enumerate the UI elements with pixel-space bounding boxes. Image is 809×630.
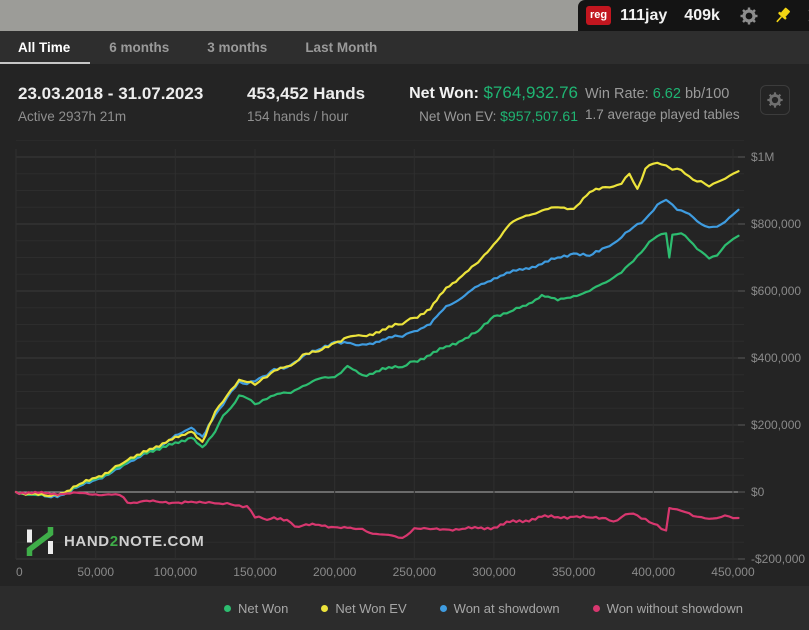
series-line-net-won [14,232,740,498]
date-range: 23.03.2018 - 31.07.2023 [18,84,204,103]
tab-6-months[interactable]: 6 months [109,40,170,55]
win-rate-unit: bb/100 [684,86,730,102]
hands-total: 453,452 Hands [247,84,366,103]
hand2note-mark [26,527,54,556]
winnings-graph[interactable]: $1M $800,000 $600,000 $400,000 $200,000 $0 -$2… [0,140,809,586]
legend-label: Won without showdown [606,600,743,616]
hand2note-logo: HAND2NOTE.COM [25,526,204,557]
y-axis-label: -$200,000 [751,552,805,566]
y-axis-label: $1M [751,150,774,164]
legend-dot [439,604,447,612]
x-axis-label: 150,000 [233,565,277,579]
chart-legend: Net Won Net Won EV Won at showdown Won with… [0,586,809,630]
series-line-net-won-ev [14,161,740,498]
tab-last-month[interactable]: Last Month [305,40,378,55]
x-axis-label: 450,000 [711,565,755,579]
y-axis-label: $600,000 [751,284,801,298]
x-axis-label: 250,000 [393,565,437,579]
net-won-label: Net Won: [409,85,479,102]
legend-item-won-without-showdown[interactable]: Won without showdown [592,600,743,616]
tab-all-time[interactable]: All Time [0,31,91,64]
legend-dot [592,604,600,612]
period-tabbar: All Time 6 months 3 months Last Month [0,31,809,64]
gear-icon[interactable] [739,6,759,26]
legend-item-won-at-showdown[interactable]: Won at showdown [439,600,560,616]
net-won-ev-value: $957,507.61 [500,108,578,124]
stats-popup-window: All Time 6 months 3 months Last Month 23.03… [0,31,809,630]
legend-dot [321,604,329,612]
win-rate-value: 6.62 [652,86,681,102]
win-rate-label: Win Rate: [585,86,649,102]
series-line-won-at-showdown [14,198,740,499]
stats-header: 23.03.2018 - 31.07.2023 Active 2937h 21m… [0,64,809,140]
legend-item-net-won-ev[interactable]: Net Won EV [321,600,407,616]
pin-icon[interactable] [773,6,793,26]
x-axis-label: 50,000 [77,565,114,579]
x-axis-label: 350,000 [552,565,596,579]
y-axis-label: $800,000 [751,217,801,231]
net-won-ev-label: Net Won EV: [419,109,497,124]
net-won-value: $764,932.76 [483,83,578,102]
player-tag-badge[interactable]: reg [586,6,612,25]
hand2note-wordmark: HAND2NOTE.COM [64,533,205,550]
legend-label: Net Won [238,600,289,616]
x-axis-label: 300,000 [472,565,516,579]
y-axis-label: $200,000 [751,418,801,432]
legend-label: Won at showdown [453,600,560,616]
active-time: Active 2937h 21m [18,109,127,124]
avg-tables: 1.7 average played tables [585,107,740,122]
player-hands-count: 409k [684,6,720,24]
x-axis-label: 400,000 [632,565,676,579]
x-axis-label: 200,000 [313,565,357,579]
hands-per-hour: 154 hands / hour [247,109,349,124]
legend-label: Net Won EV [335,600,407,616]
y-axis-label: $0 [751,485,765,499]
player-name: 111jay [620,6,668,24]
x-axis-label: 100,000 [154,565,198,579]
series-line-won-without-showdown [14,490,740,539]
graph-settings-button[interactable] [760,85,790,115]
y-axis-label: $400,000 [751,351,801,365]
legend-item-net-won[interactable]: Net Won [224,601,288,616]
x-axis-label: 0 [16,565,23,579]
tab-3-months[interactable]: 3 months [207,40,268,55]
hud-titlebar[interactable]: reg 111jay 409k [578,0,809,31]
legend-dot [224,604,232,612]
chart-svg: $1M $800,000 $600,000 $400,000 $200,000 $0 -$2… [14,140,805,579]
